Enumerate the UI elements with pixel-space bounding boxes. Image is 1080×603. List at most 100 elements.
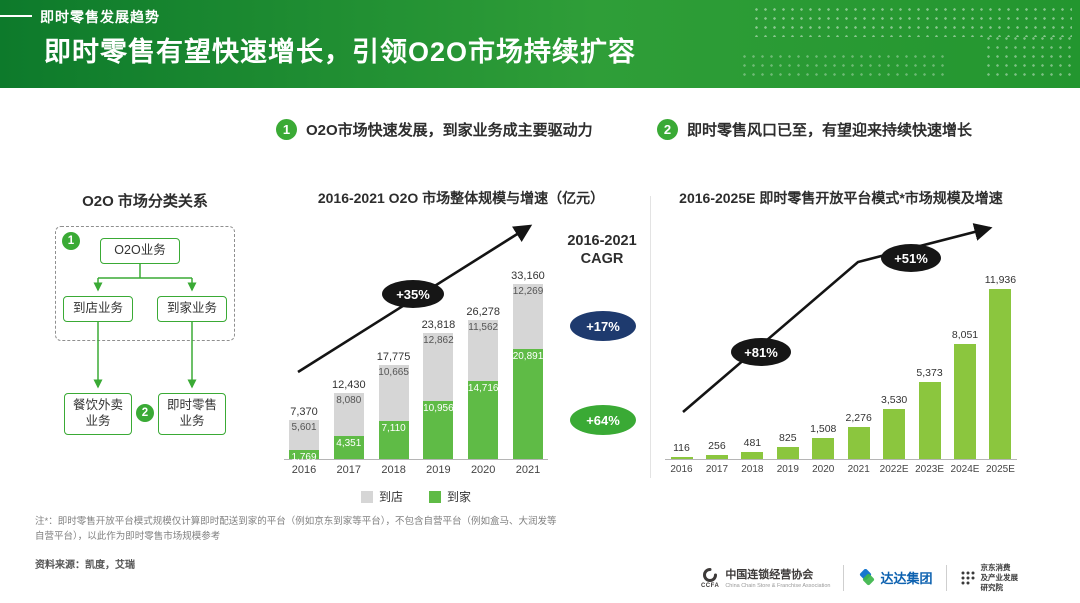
section-2-title: 即时零售风口已至，有望迎来持续快速增长: [687, 122, 973, 139]
instant-retail-platform-chart: 2016-2025E 即时零售开放平台模式*市场规模及增速 116 256 481 8…: [655, 188, 1027, 488]
bar-total-label: 23,818: [421, 319, 456, 331]
node-food-delivery-business: 餐饮外卖 业务: [64, 393, 132, 435]
bar: [847, 427, 870, 459]
bar-2017: 256: [700, 440, 733, 459]
bar: [954, 344, 976, 459]
node-in-store-business: 到店业务: [63, 296, 133, 322]
x-axis-label: 2019: [426, 464, 451, 476]
bar-value-label: 1,508: [810, 423, 837, 435]
segment-value-label: 12,862: [423, 335, 454, 346]
bar-2025E: 11,936: [984, 274, 1017, 459]
x-axis-label: 2017: [705, 464, 729, 475]
bar: [776, 447, 799, 459]
section-2-number-badge: 2: [657, 119, 678, 140]
ccfa-name-block: 中国连锁经营协会 China Chain Store & Franchise A…: [725, 566, 830, 589]
dada-icon: [860, 568, 875, 585]
o2o-market-size-chart: 2016-2021 O2O 市场整体规模与增速（亿元） 7,370 5,601 1,…: [280, 188, 642, 512]
bar-2016: 116: [665, 442, 698, 459]
bar-2021: 2,276: [842, 412, 875, 459]
ccfa-logo: CCFA 中国连锁经营协会 China Chain Store & Franch…: [701, 566, 830, 589]
cagr-label-line: CAGR: [580, 251, 624, 268]
stacked-bar-2020: 26,278 11,562 14,716: [463, 306, 503, 459]
node-instant-retail-business: 即时零售 业务: [158, 393, 226, 435]
bar-value-label: 8,051: [951, 329, 979, 341]
x-axis-label: 2021: [515, 464, 541, 476]
segment-value-label: 4,351: [336, 438, 362, 449]
bar: [812, 438, 835, 459]
ccfa-name-en: China Chain Store & Franchise Associatio…: [725, 583, 831, 590]
cagr-store-badge: +17%: [570, 311, 636, 341]
bar-2020: 1,508: [807, 423, 840, 459]
section-1-title: O2O市场快速发展，到家业务成主要驱动力: [306, 122, 593, 139]
chart-legend: 到店 到家: [284, 488, 548, 505]
jd-name-line: 研究院: [980, 582, 1004, 592]
node-o2o-business: O2O业务: [100, 238, 180, 264]
x-axis-labels: 2016 2017 2018 2019 2020 2021 2022E 2023E 2024E 2…: [665, 464, 1017, 475]
growth-badge: +51%: [881, 244, 941, 272]
bar-2018: 481: [736, 437, 769, 459]
bar: [741, 452, 764, 459]
legend-label: 到家: [447, 490, 472, 504]
bar-total-label: 12,430: [331, 379, 366, 391]
x-axis-label: 2018: [381, 464, 406, 476]
bar-total-label: 17,775: [376, 351, 411, 363]
bar-value-label: 5,373: [916, 367, 943, 379]
bar-segment-store: 12,862: [423, 333, 454, 401]
chart-title: 2016-2021 O2O 市场整体规模与增速（亿元）: [317, 190, 605, 206]
x-axis-label: 2024E: [950, 464, 980, 475]
legend-label: 到店: [378, 490, 403, 504]
growth-badge: +35%: [382, 280, 444, 308]
bar: [670, 457, 693, 459]
chart-title: 2016-2025E 即时零售开放平台模式*市场规模及增速: [679, 190, 1003, 206]
bar: [918, 382, 941, 459]
logo-divider: [843, 564, 845, 591]
node-label-line: 业务: [179, 414, 205, 428]
x-axis-label: 2023E: [915, 464, 945, 475]
jd-research-logo: 京东消费 及产业发展 研究院: [960, 563, 1019, 593]
bar-2024E: 8,051: [949, 329, 982, 459]
segment-value-label: 1,769: [291, 452, 317, 463]
x-axis-label: 2021: [847, 464, 870, 475]
jd-research-name: 京东消费 及产业发展 研究院: [981, 563, 1019, 593]
segment-value-label: 5,601: [291, 422, 317, 433]
legend-item-到家: 到家: [429, 488, 471, 505]
segment-value-label: 12,269: [512, 286, 544, 297]
segment-value-label: 10,956: [423, 403, 454, 414]
header-tag-rule: [0, 15, 32, 17]
node-to-home-business: 到家业务: [157, 296, 227, 322]
jd-dots-icon: [961, 571, 974, 585]
dot-pattern-decoration: [752, 5, 1072, 37]
dada-group-logo: 达达集团: [857, 568, 933, 587]
page-title: 即时零售有望快速增长，引领O2O市场持续扩容: [44, 37, 637, 67]
bar-segment-home: 7,110: [378, 421, 409, 459]
bar: [883, 409, 906, 459]
bar-segment-store: 12,269: [513, 284, 543, 349]
o2o-classification-diagram: O2O 市场分类关系 1 O2O业务 到店业务 到家业务 餐饮外卖 业务 即时零…: [30, 188, 260, 450]
bar-segment-home: 14,716: [468, 381, 498, 459]
x-axis-label: 2018: [741, 464, 764, 475]
x-axis-label: 2022E: [879, 464, 909, 475]
bar-total-label: 33,160: [511, 270, 545, 282]
stacked-bar-2016: 7,370 5,601 1,769: [284, 406, 324, 463]
jd-name-line: 及产业发展: [980, 572, 1019, 582]
section-1-number-badge: 1: [276, 119, 297, 140]
section-1-header: 1 O2O市场快速发展，到家业务成主要驱动力: [276, 119, 593, 140]
segment-value-label: 20,891: [512, 351, 544, 362]
logo-divider: [945, 564, 947, 591]
bar-value-label: 2,276: [845, 412, 872, 424]
x-axis-label: 2025E: [985, 464, 1015, 475]
stacked-bar-2021: 33,160 12,269 20,891: [508, 270, 548, 459]
diagram-title: O2O 市场分类关系: [82, 193, 208, 210]
bar-segment-store: 10,665: [378, 365, 409, 421]
stacked-bar-plot: 7,370 5,601 1,769 12,430 8,080 4,351 17,775 10,…: [284, 210, 548, 463]
bar-value-label: 825: [779, 432, 797, 444]
bar-segment-home: 20,891: [513, 349, 543, 459]
bar-value-label: 3,530: [880, 394, 908, 406]
cagr-home-badge: +64%: [570, 405, 636, 435]
stacked-bar-2017: 12,430 8,080 4,351: [329, 379, 369, 459]
panel-divider: [650, 196, 651, 478]
legend-swatch: [360, 490, 373, 503]
bar-segment-home: 4,351: [333, 436, 364, 459]
growth-badge: +81%: [731, 338, 791, 366]
footnote: 注*：即时零售开放平台模式规模仅计算即时配送到家的平台（例如京东到家等平台），不…: [35, 514, 565, 544]
